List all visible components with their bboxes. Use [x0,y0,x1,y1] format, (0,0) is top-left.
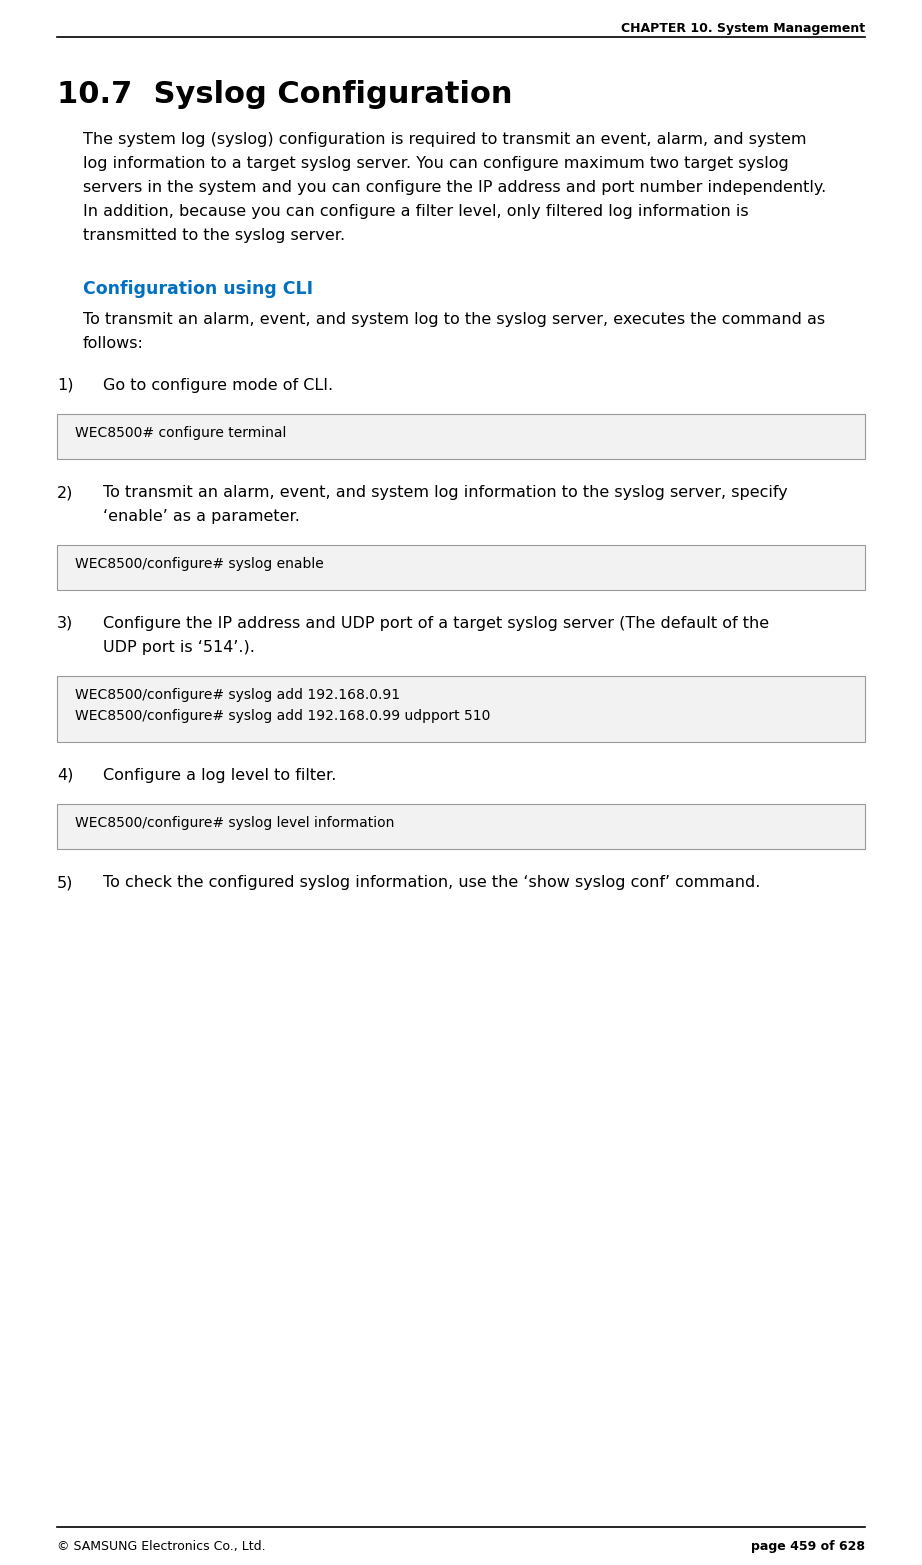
Text: CHAPTER 10. System Management: CHAPTER 10. System Management [621,22,865,34]
Text: 4): 4) [57,768,74,782]
Bar [57,415,865,459]
Text: log information to a target syslog server. You can configure maximum two target : log information to a target syslog serve… [83,156,788,171]
Text: WEC8500/configure# syslog add 192.168.0.91: WEC8500/configure# syslog add 192.168.0.… [75,689,400,703]
Text: Go to configure mode of CLI.: Go to configure mode of CLI. [103,379,333,393]
Text: 2): 2) [57,485,74,499]
Text: 1): 1) [57,379,74,393]
Text: ‘enable’ as a parameter.: ‘enable’ as a parameter. [103,509,300,524]
Text: Configure the IP address and UDP port of a target syslog server (The default of : Configure the IP address and UDP port of… [103,617,769,631]
Text: In addition, because you can configure a filter level, only filtered log informa: In addition, because you can configure a… [83,203,749,219]
Text: To transmit an alarm, event, and system log information to the syslog server, sp: To transmit an alarm, event, and system … [103,485,787,499]
Bar [57,676,865,742]
Text: Configuration using CLI: Configuration using CLI [83,280,313,297]
Text: © SAMSUNG Electronics Co., Ltd.: © SAMSUNG Electronics Co., Ltd. [57,1540,266,1552]
Text: 3): 3) [57,617,73,631]
Text: UDP port is ‘514’.).: UDP port is ‘514’.). [103,640,254,656]
Text: WEC8500/configure# syslog level information: WEC8500/configure# syslog level informat… [75,815,395,829]
Text: To check the configured syslog information, use the ‘show syslog conf’ command.: To check the configured syslog informati… [103,875,761,890]
Text: WEC8500# configure terminal: WEC8500# configure terminal [75,426,287,440]
Text: 5): 5) [57,875,74,890]
Bar [57,804,865,848]
Text: WEC8500/configure# syslog add 192.168.0.99 udpport 510: WEC8500/configure# syslog add 192.168.0.… [75,709,491,723]
Text: follows:: follows: [83,336,144,351]
Text: To transmit an alarm, event, and system log to the syslog server, executes the c: To transmit an alarm, event, and system … [83,311,825,327]
Text: 10.7  Syslog Configuration: 10.7 Syslog Configuration [57,80,513,110]
Text: servers in the system and you can configure the IP address and port number indep: servers in the system and you can config… [83,180,826,196]
Text: WEC8500/configure# syslog enable: WEC8500/configure# syslog enable [75,557,324,571]
Bar [57,545,865,590]
Text: Configure a log level to filter.: Configure a log level to filter. [103,768,337,782]
Text: page 459 of 628: page 459 of 628 [751,1540,865,1552]
Text: transmitted to the syslog server.: transmitted to the syslog server. [83,228,345,243]
Text: The system log (syslog) configuration is required to transmit an event, alarm, a: The system log (syslog) configuration is… [83,131,807,147]
